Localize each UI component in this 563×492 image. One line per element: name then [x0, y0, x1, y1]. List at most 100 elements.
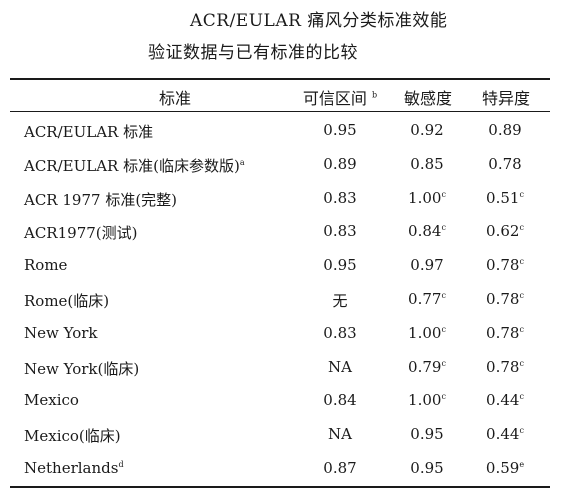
table-row: New York 0.83 1.00c 0.78c: [0, 317, 563, 350]
sensitivity-cell: 1.00c: [396, 324, 458, 342]
criterion-cell-value: Rome(临床): [24, 292, 110, 310]
confidence-interval-cell: 0.89: [300, 155, 380, 173]
confidence-interval-cell: 0.87: [300, 459, 380, 477]
specificity-cell-value: 0.78: [486, 357, 520, 376]
sensitivity-cell-value: 1.00: [408, 323, 442, 342]
title-line-2: 验证数据与已有标准的比较: [148, 43, 358, 63]
specificity-cell-value: 0.44: [486, 425, 520, 444]
footnote-marker: c: [519, 392, 524, 402]
sensitivity-cell: 0.84c: [396, 222, 458, 240]
criterion-cell: ACR/EULAR 标准(临床参数版)a: [24, 155, 245, 176]
confidence-interval-cell: 0.95: [300, 121, 380, 139]
criterion-cell: New York: [24, 324, 98, 342]
sensitivity-cell-value: 0.79: [408, 357, 442, 376]
table-header-rule: [10, 111, 550, 112]
specificity-cell: 0.44c: [474, 391, 536, 409]
footnote-marker: c: [441, 291, 446, 300]
criterion-cell: ACR1977(测试): [24, 222, 137, 243]
footnote-marker: e: [519, 460, 525, 469]
criterion-cell-value: ACR1977(测试): [24, 224, 138, 243]
footnote-marker: c: [519, 223, 524, 233]
confidence-interval-cell: 无: [300, 290, 380, 311]
footnote-marker: c: [441, 324, 446, 334]
footnote-marker: c: [519, 358, 524, 368]
header-confidence-interval: 可信区间 b: [302, 89, 378, 108]
confidence-interval-cell-value: 0.87: [323, 459, 357, 477]
table-row: Mexico 0.84 1.00c 0.44c: [0, 384, 563, 417]
footnote-marker: a: [239, 157, 245, 167]
specificity-cell: 0.62c: [474, 222, 536, 240]
table-row: Mexico(临床) NA 0.95 0.44c: [0, 418, 563, 451]
specificity-cell-value: 0.78: [486, 256, 520, 275]
sensitivity-cell: 0.77c: [396, 290, 458, 308]
specificity-cell: 0.78: [474, 155, 536, 173]
footnote-marker: c: [519, 257, 524, 267]
specificity-cell: 0.59e: [474, 459, 536, 477]
table-row: Rome(临床) 无 0.77c 0.78c: [0, 283, 563, 316]
specificity-cell-value: 0.59: [485, 459, 520, 477]
criterion-cell-value: New York: [24, 323, 98, 342]
specificity-cell-value: 0.78: [486, 323, 520, 342]
sensitivity-cell: 0.79c: [396, 358, 458, 376]
sensitivity-cell: 1.00c: [396, 189, 458, 207]
sensitivity-cell-value: 0.95: [410, 459, 444, 477]
criterion-cell-value: ACR/EULAR 标准(临床参数版): [24, 156, 240, 175]
criterion-cell-value: ACR 1977 标准(完整): [24, 190, 178, 209]
sensitivity-cell-value: 0.92: [410, 121, 444, 139]
confidence-interval-cell-value: NA: [328, 425, 352, 444]
footnote-marker: c: [519, 324, 524, 334]
table-top-rule: [10, 78, 550, 80]
table-row: ACR1977(测试) 0.83 0.84c 0.62c: [0, 215, 563, 248]
table-row: Rome 0.95 0.97 0.78c: [0, 249, 563, 282]
specificity-cell: 0.78c: [474, 290, 536, 308]
confidence-interval-cell: NA: [300, 425, 380, 443]
sensitivity-cell: 0.92: [396, 121, 458, 139]
confidence-interval-cell: NA: [300, 358, 380, 376]
title-line-1: ACR/EULAR 痛风分类标准效能: [190, 11, 448, 31]
confidence-interval-cell-value: 0.83: [323, 188, 357, 207]
header-sensitivity: 敏感度: [403, 89, 452, 108]
criterion-cell: ACR/EULAR 标准: [24, 121, 153, 142]
confidence-interval-cell-value: 无: [332, 292, 348, 310]
sensitivity-cell: 0.97: [396, 256, 458, 274]
footnote-marker: c: [519, 189, 524, 199]
table-row: ACR/EULAR 标准(临床参数版)a 0.89 0.85 0.78: [0, 148, 563, 181]
sensitivity-cell-value: 0.84: [408, 222, 442, 241]
sensitivity-cell: 1.00c: [396, 391, 458, 409]
criterion-cell-value: ACR/EULAR 标准: [24, 123, 154, 141]
specificity-cell: 0.51c: [474, 189, 536, 207]
footnote-marker: c: [519, 291, 524, 300]
table-row: ACR/EULAR 标准 0.95 0.92 0.89: [0, 114, 563, 147]
sensitivity-cell-value: 1.00: [408, 391, 442, 410]
criterion-cell: Mexico: [24, 391, 79, 409]
criterion-cell: Rome(临床): [24, 290, 109, 311]
sensitivity-cell-value: 0.97: [410, 256, 444, 275]
criterion-cell: New York(临床): [24, 358, 139, 379]
sensitivity-cell-value: 1.00: [408, 188, 442, 207]
footnote-marker: c: [519, 426, 524, 436]
sensitivity-cell-value: 0.77: [408, 290, 442, 308]
specificity-cell: 0.78c: [474, 324, 536, 342]
criterion-cell: ACR 1977 标准(完整): [24, 189, 177, 210]
confidence-interval-cell-value: 0.89: [323, 154, 357, 173]
criterion-cell-value: New York(临床): [24, 359, 140, 378]
specificity-cell-value: 0.51: [486, 188, 520, 207]
confidence-interval-cell: 0.83: [300, 189, 380, 207]
table-row: Netherlandsd 0.87 0.95 0.59e: [0, 452, 563, 485]
criterion-cell: Mexico(临床): [24, 425, 121, 446]
confidence-interval-cell-value: 0.95: [323, 256, 357, 275]
criterion-cell-value: Rome: [24, 256, 68, 275]
confidence-interval-cell-value: 0.95: [323, 121, 357, 139]
criterion-cell: Rome: [24, 256, 67, 274]
sensitivity-cell: 0.95: [396, 425, 458, 443]
confidence-interval-cell: 0.83: [300, 222, 380, 240]
criterion-cell-value: Netherlands: [24, 459, 119, 477]
table-bottom-rule: [10, 486, 550, 488]
sensitivity-cell-value: 0.95: [410, 425, 444, 444]
footnote-marker: c: [441, 223, 446, 233]
specificity-cell-value: 0.78: [488, 154, 522, 173]
confidence-interval-cell: 0.84: [300, 391, 380, 409]
confidence-interval-cell-value: 0.83: [323, 323, 357, 342]
specificity-cell: 0.78c: [474, 358, 536, 376]
criterion-cell-value: Mexico(临床): [24, 427, 121, 446]
